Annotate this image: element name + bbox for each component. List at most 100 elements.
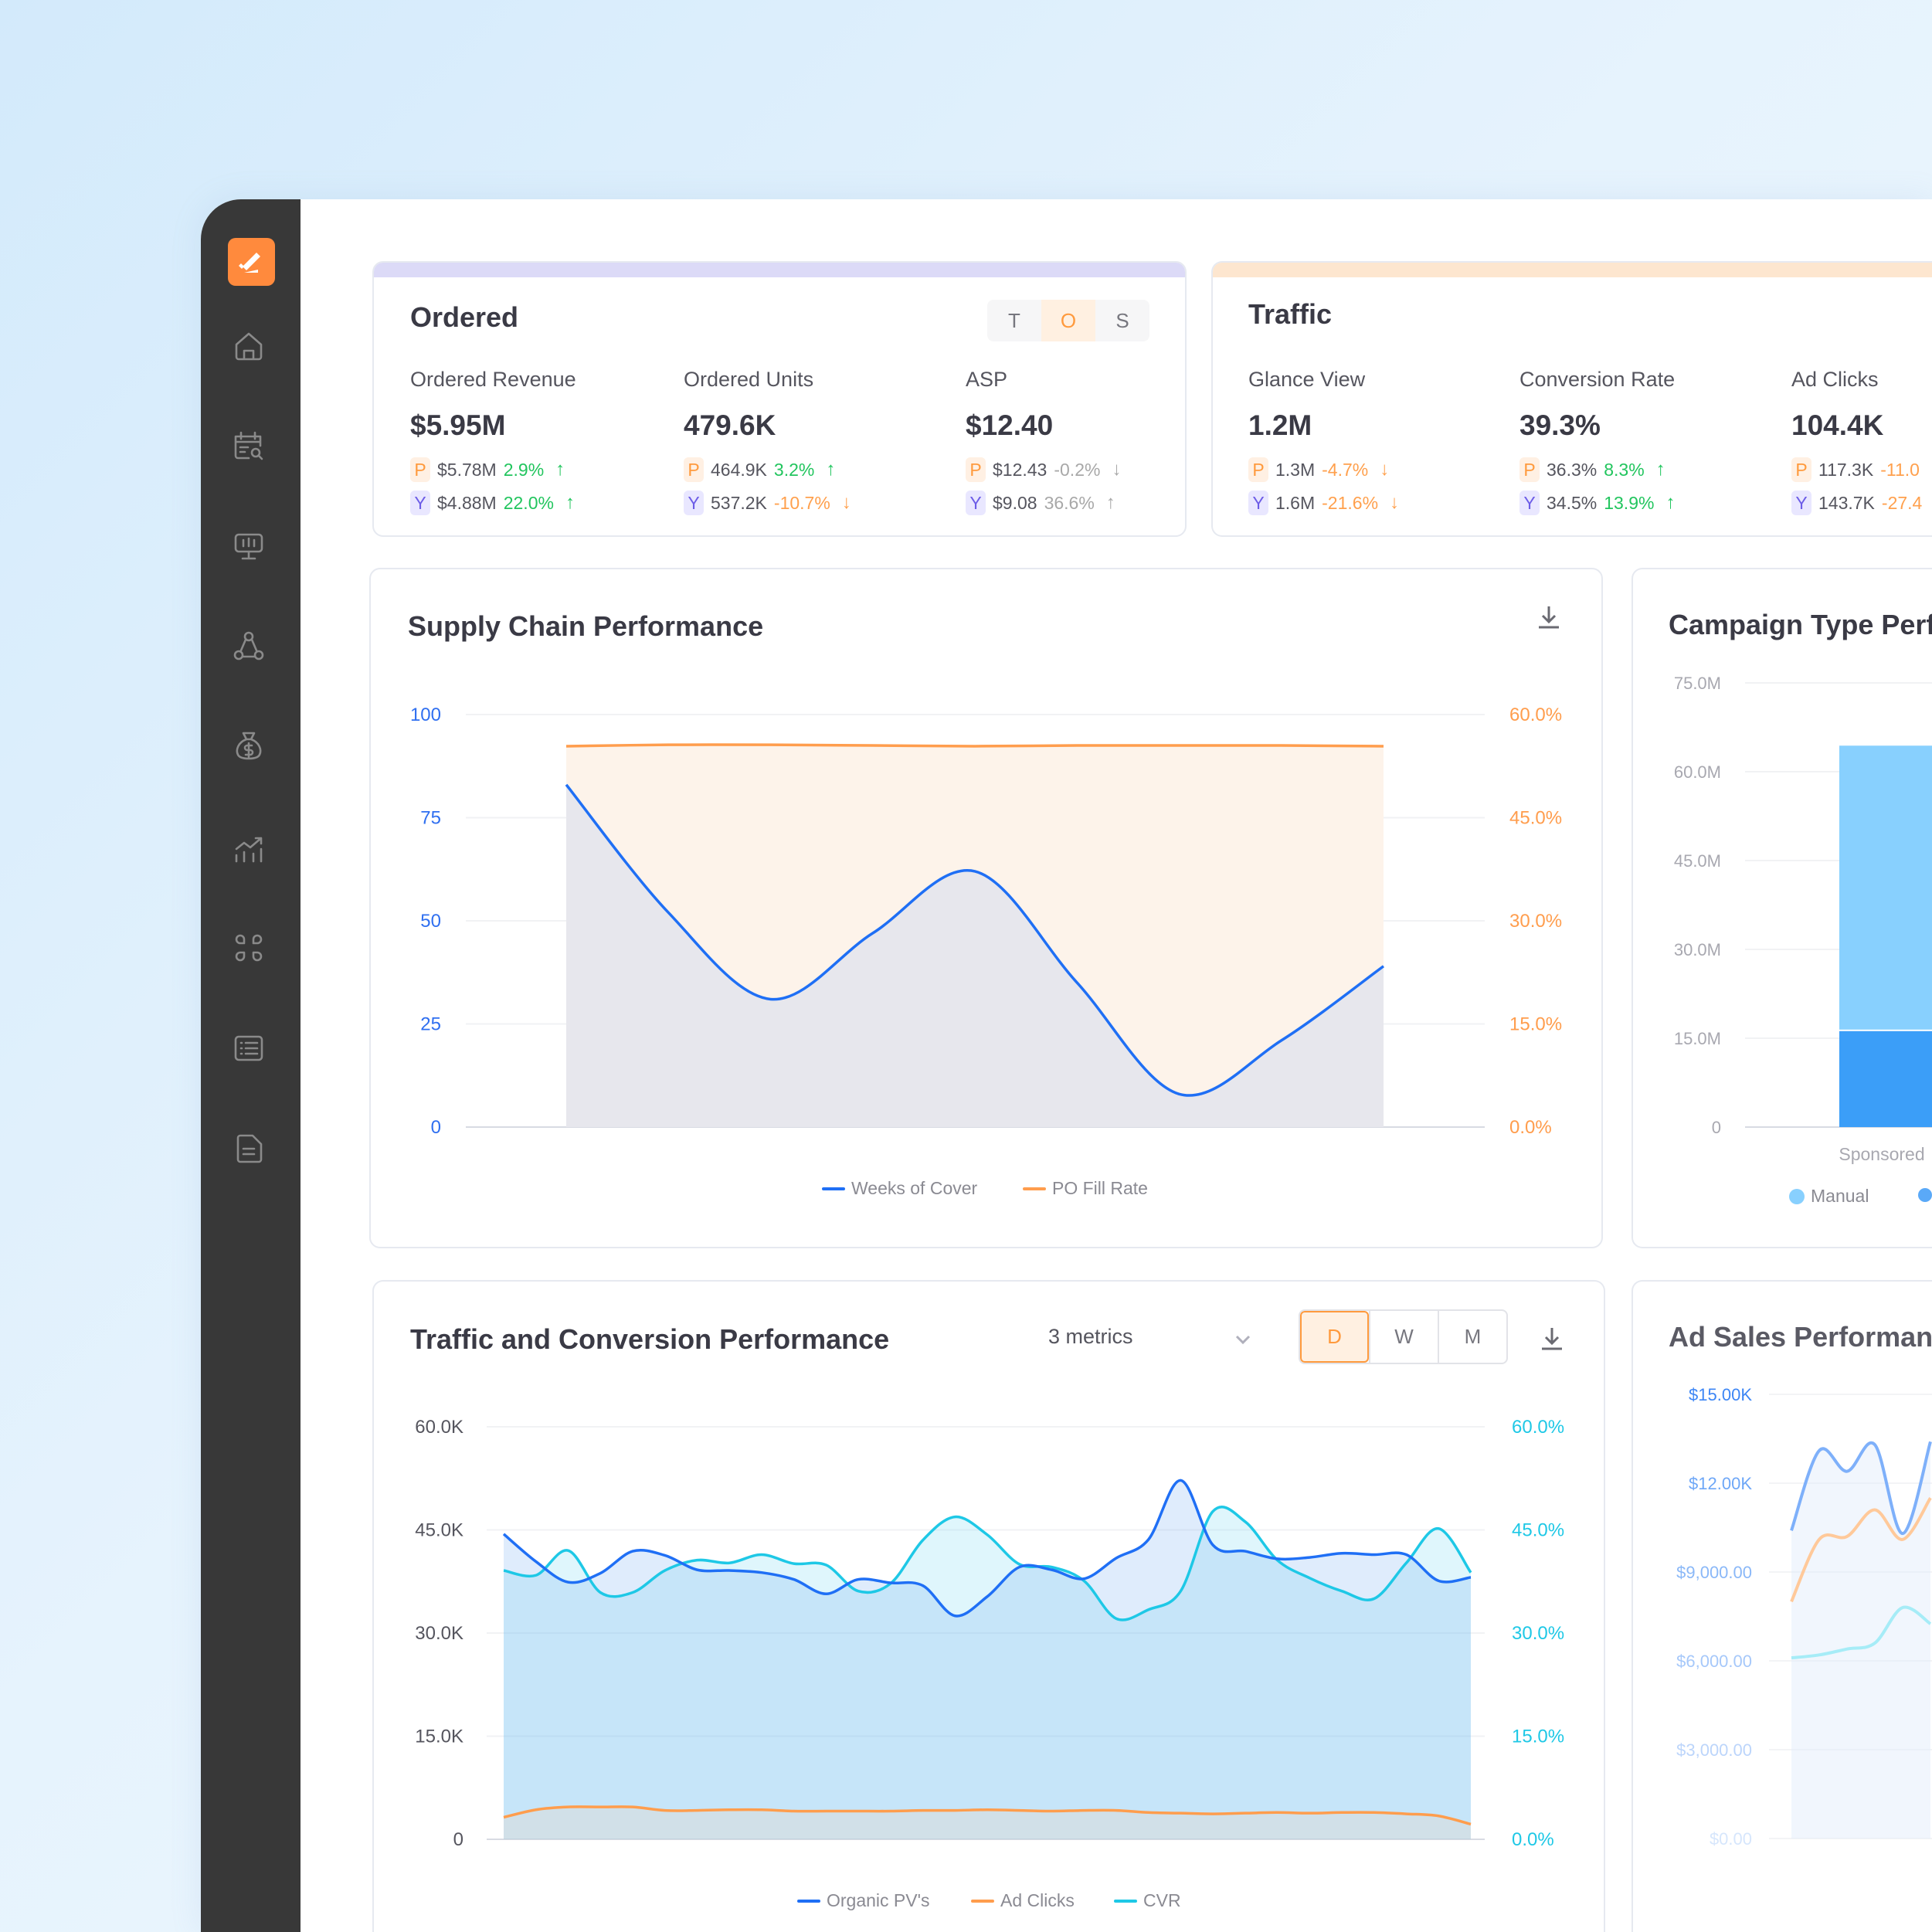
campaign-type-card	[1632, 568, 1932, 1248]
legend-item[interactable]: CVR	[1114, 1890, 1181, 1911]
comparison-value: 464.9K	[711, 459, 767, 480]
arrow-down-icon: ↓	[1380, 459, 1390, 480]
change-percent: -27.4	[1881, 492, 1923, 513]
change-percent: 3.2%	[773, 459, 815, 480]
calendar-search-icon[interactable]	[232, 429, 266, 463]
supply-chain-title: Supply Chain Performance	[408, 610, 764, 642]
year-badge: Y	[1248, 491, 1268, 515]
list-icon[interactable]	[232, 1031, 266, 1065]
legend-item[interactable]: Ad Clicks	[971, 1890, 1075, 1911]
card-accent-band	[374, 263, 1185, 277]
change-percent: 13.9%	[1604, 492, 1655, 513]
card-accent-band	[1213, 263, 1932, 277]
home-icon[interactable]	[232, 329, 266, 363]
legend-marker	[1789, 1188, 1805, 1204]
legend-marker	[1114, 1899, 1137, 1903]
ad-sales-title: Ad Sales Performance	[1669, 1321, 1932, 1353]
legend-item[interactable]: Weeks of Cover	[822, 1178, 977, 1199]
download-icon[interactable]	[1536, 604, 1562, 630]
period-m[interactable]: M	[1438, 1311, 1506, 1363]
legend-label: CVR	[1143, 1890, 1181, 1910]
year-badge: Y	[1791, 491, 1811, 515]
comparison-value: 537.2K	[711, 492, 767, 513]
comparison-value: 36.3%	[1547, 459, 1598, 480]
comparison-value: 143.7K	[1818, 492, 1875, 513]
arrow-down-icon: ↓	[1931, 459, 1932, 480]
sidebar	[201, 199, 300, 1932]
prior-period-row: P 117.3K -11.0 ↓	[1791, 457, 1932, 482]
legend-label: Ad Clicks	[1000, 1890, 1075, 1910]
legend-marker	[822, 1187, 845, 1190]
legend-marker	[797, 1899, 820, 1903]
presentation-chart-icon[interactable]	[232, 529, 266, 563]
arrow-up-icon: ↑	[1665, 492, 1676, 513]
legend-item[interactable]: Organic PV's	[797, 1890, 930, 1911]
change-percent: 36.6%	[1044, 492, 1095, 513]
period-w[interactable]: W	[1369, 1311, 1438, 1363]
campaign-type-title: Campaign Type Performance	[1669, 609, 1932, 640]
prior-period-row: P 1.3M -4.7% ↓	[1248, 457, 1389, 482]
kpi-value: 104.4K	[1791, 409, 1884, 441]
change-percent: -11.0	[1880, 459, 1920, 480]
comparison-value: 117.3K	[1818, 459, 1874, 480]
toggle-s[interactable]: S	[1115, 308, 1129, 332]
toggle-o[interactable]: O	[1041, 300, 1095, 341]
arrow-up-icon: ↑	[555, 459, 565, 480]
command-icon[interactable]	[232, 931, 266, 965]
ad-sales-card	[1632, 1280, 1932, 1932]
arrow-up-icon: ↑	[565, 492, 575, 513]
kpi-label: Ad Clicks	[1791, 368, 1879, 391]
arrow-down-icon: ↓	[1112, 459, 1122, 480]
arrow-down-icon: ↓	[841, 492, 851, 513]
money-bag-icon[interactable]	[232, 728, 266, 762]
toggle-t[interactable]: T	[1008, 308, 1020, 332]
prior-year-row: Y 1.6M -21.6% ↓	[1248, 491, 1399, 515]
change-percent: 8.3%	[1604, 459, 1645, 480]
download-icon[interactable]	[1539, 1326, 1565, 1352]
prior-year-row: Y $4.88M 22.0% ↑	[410, 491, 575, 515]
kpi-value: $12.40	[966, 409, 1054, 441]
prior-period-row: P 36.3% 8.3% ↑	[1519, 457, 1665, 482]
legend-item[interactable]: Manual	[1789, 1186, 1869, 1207]
change-percent: -0.2%	[1054, 459, 1101, 480]
kpi-value: 1.2M	[1248, 409, 1312, 441]
traffic-title: Traffic	[1248, 298, 1333, 330]
arrow-up-icon: ↑	[1655, 459, 1665, 480]
legend-label: Organic PV's	[827, 1890, 930, 1910]
document-icon[interactable]	[232, 1132, 266, 1166]
comparison-value: $12.43	[993, 459, 1047, 480]
kpi-value: 479.6K	[684, 409, 776, 441]
arrow-down-icon: ↓	[1390, 492, 1400, 513]
growth-chart-icon[interactable]	[232, 830, 266, 864]
period-badge: P	[1248, 457, 1268, 482]
comparison-value: $9.08	[993, 492, 1037, 513]
ordered-title: Ordered	[410, 301, 519, 333]
prior-year-row: Y 34.5% 13.9% ↑	[1519, 491, 1675, 515]
traffic-conversion-card	[372, 1280, 1605, 1932]
change-percent: 22.0%	[503, 492, 554, 513]
legend-item[interactable]: PO Fill Rate	[1023, 1178, 1148, 1199]
chevron-down-icon	[1235, 1335, 1251, 1345]
supply-chain-card	[369, 568, 1603, 1248]
comparison-value: 34.5%	[1547, 492, 1598, 513]
network-icon[interactable]	[232, 629, 266, 663]
year-badge: Y	[1519, 491, 1540, 515]
legend-label: Manual	[1811, 1186, 1869, 1206]
megaphone-logo[interactable]	[228, 238, 275, 286]
year-badge: Y	[966, 491, 986, 515]
kpi-label: Conversion Rate	[1519, 368, 1676, 391]
metrics-select[interactable]: 3 metrics	[1048, 1325, 1257, 1356]
kpi-value: $5.95M	[410, 409, 506, 441]
arrow-up-icon: ↑	[826, 459, 836, 480]
prior-period-row: P $12.43 -0.2% ↓	[966, 457, 1121, 482]
period-d[interactable]: D	[1300, 1311, 1369, 1363]
prior-period-row: P 464.9K 3.2% ↑	[684, 457, 835, 482]
legend-label: Weeks of Cover	[851, 1178, 978, 1198]
kpi-value: 39.3%	[1519, 409, 1601, 441]
prior-period-row: P $5.78M 2.9% ↑	[410, 457, 565, 482]
period-badge: P	[966, 457, 986, 482]
